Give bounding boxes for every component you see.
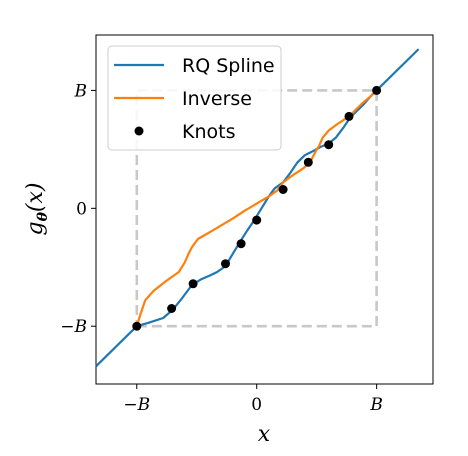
dashed-box (135, 89, 378, 328)
legend-label-inverse: Inverse (182, 88, 252, 110)
x-tick-label: 0 (251, 395, 262, 415)
x-tick-label: −B (123, 395, 150, 415)
knot-point (167, 304, 177, 313)
legend-label-knots: Knots (182, 121, 235, 143)
svg-text:gθ(x): gθ(x) (23, 182, 51, 235)
knot-point (303, 157, 313, 167)
knot-point (188, 279, 198, 289)
y-tick-label: B (74, 81, 88, 101)
knot-points (132, 85, 382, 331)
knot-point (344, 111, 354, 121)
knot-point (372, 85, 382, 95)
knot-point (278, 185, 288, 194)
y-axis-label-arg: (x) (23, 182, 48, 212)
series-lines (95, 48, 420, 368)
legend-label-rq-spline: RQ Spline (182, 55, 275, 77)
legend: RQ Spline Inverse Knots (107, 45, 282, 151)
y-axis-label-main: g (23, 221, 48, 235)
y-axis-label: gθ(x) (23, 182, 51, 235)
knot-point (324, 140, 334, 150)
y-tick-label: 0 (76, 199, 87, 219)
x-axis-label: x (258, 422, 271, 447)
y-axis-ticks: −B 0 B (60, 81, 96, 337)
legend-marker-knots (134, 126, 144, 136)
series-line-rq-spline (95, 48, 420, 368)
series-line-inverse (135, 89, 378, 327)
legend-box (107, 45, 282, 151)
knot-point (132, 321, 142, 331)
y-tick-label: −B (60, 317, 87, 337)
y-axis-label-sub: θ (35, 211, 51, 221)
x-axis-ticks: −B 0 B (123, 384, 383, 415)
x-tick-label: B (369, 395, 383, 415)
knot-point (221, 259, 230, 269)
knot-point (236, 239, 246, 249)
knot-point (252, 215, 262, 225)
